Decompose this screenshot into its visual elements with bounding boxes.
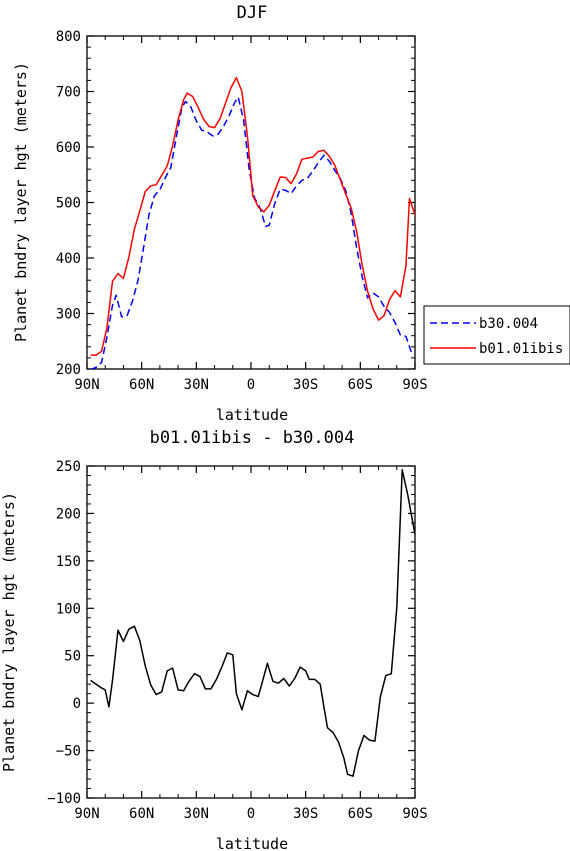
top-plot-frame xyxy=(86,35,416,370)
top-y-tick-label: 500 xyxy=(56,196,81,212)
bottom-x-tick-label: 90N xyxy=(74,806,99,822)
top-x-tick-label: 60S xyxy=(348,377,373,393)
top-x-tick-label: 90S xyxy=(402,377,427,393)
top-y-tick-label: 400 xyxy=(56,251,81,267)
top-series-line-b30-004 xyxy=(90,96,413,369)
bottom-y-tick-label: 0 xyxy=(73,696,81,712)
legend-frame xyxy=(423,305,570,365)
top-x-tick-label: 30S xyxy=(293,377,318,393)
top-x-tick-label: 60N xyxy=(129,377,154,393)
top-x-tick-label: 90N xyxy=(74,377,99,393)
bottom-y-tick-label: −100 xyxy=(47,791,81,807)
bottom-y-tick-label: 150 xyxy=(56,554,81,570)
bottom-y-tick-label: 50 xyxy=(64,649,81,665)
top-series-group xyxy=(90,76,415,369)
bottom-y-tick-label: 250 xyxy=(56,459,81,475)
bottom-x-tick-label: 30N xyxy=(184,806,209,822)
bottom-x-tick-label: 30S xyxy=(293,806,318,822)
top-axis-ticks: 90N 60N 30N 0 30S 60S 90S 200 300 400 500 600 700 800 xyxy=(56,29,428,393)
bottom-y-tick-label: 100 xyxy=(56,601,81,617)
top-y-tick-label: 200 xyxy=(56,362,81,378)
legend-label-b30-004: b30.004 xyxy=(479,316,538,332)
top-legend: b30.004 b01.01ibis xyxy=(423,305,570,365)
legend-label-b01-01ibis: b01.01ibis xyxy=(479,341,563,357)
bottom-y-axis-label: Planet bndry layer hgt (meters) xyxy=(0,492,18,772)
top-y-tick-label: 800 xyxy=(56,29,81,45)
bottom-chart-title: b01.01ibis - b30.004 xyxy=(150,428,355,448)
bottom-series-group xyxy=(90,469,415,777)
bottom-axis-ticks: 90N 60N 30N 0 30S 60S 90S −100 −50 0 50 100 150 200 25… xyxy=(47,459,427,822)
bottom-x-tick-label: 0 xyxy=(247,806,255,822)
top-x-axis-label: latitude xyxy=(216,406,288,424)
bottom-x-tick-label: 60N xyxy=(129,806,154,822)
top-panel: DJF 90N 60N 30N 0 30S 60S 90S 200 300 400 500 600 70… xyxy=(12,3,428,424)
top-series-line-b01-01ibis xyxy=(90,76,415,356)
bottom-x-tick-label: 60S xyxy=(348,806,373,822)
bottom-x-tick-label: 90S xyxy=(402,806,427,822)
top-x-tick-label: 30N xyxy=(184,377,209,393)
bottom-x-axis-label: latitude xyxy=(216,835,288,851)
top-x-tick-label: 0 xyxy=(247,377,255,393)
top-y-tick-label: 300 xyxy=(56,307,81,323)
bottom-panel: b01.01ibis - b30.004 90N 60N 30N 0 30S 60S 90S… xyxy=(0,428,428,851)
top-chart-title: DJF xyxy=(237,3,268,23)
top-y-tick-label: 600 xyxy=(56,140,81,156)
top-y-axis-label: Planet bndry layer hgt (meters) xyxy=(12,62,30,342)
bottom-y-tick-label: 200 xyxy=(56,506,81,522)
top-y-tick-label: 700 xyxy=(56,85,81,101)
bottom-series-line-difference xyxy=(90,469,415,777)
bottom-y-tick-label: −50 xyxy=(56,744,81,760)
